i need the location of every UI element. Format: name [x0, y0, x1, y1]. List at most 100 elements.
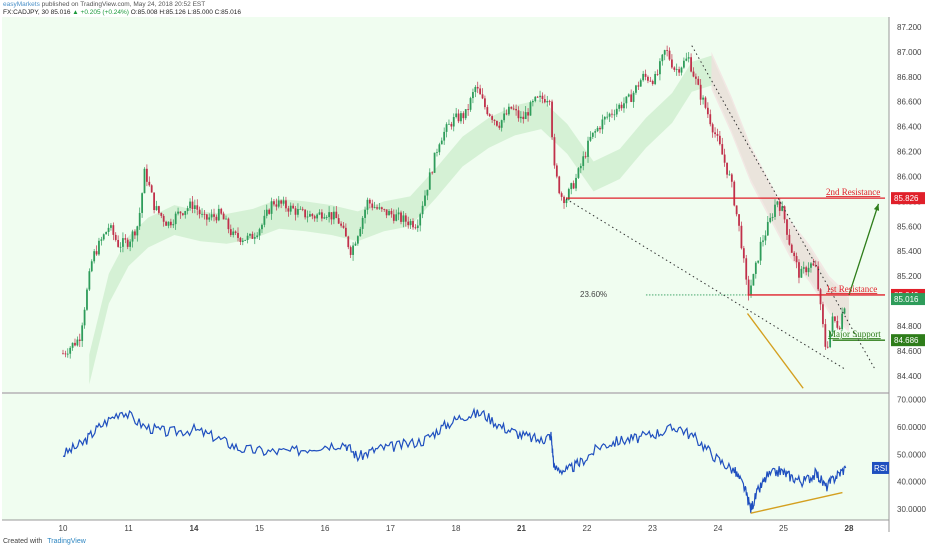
- price-axis-tick: 86.600: [897, 98, 922, 107]
- candle-body: [88, 271, 91, 290]
- candle-body: [642, 73, 645, 81]
- price-axis-tick: 86.200: [897, 148, 922, 157]
- candle-body: [527, 112, 529, 116]
- candle-body: [750, 285, 752, 295]
- candle-body: [838, 327, 841, 330]
- candle-body: [467, 109, 470, 110]
- candle-body: [764, 235, 767, 241]
- rsi-series-line: [62, 407, 847, 514]
- candle-body: [428, 172, 431, 190]
- candle-body: [395, 214, 398, 221]
- candle-body: [745, 258, 748, 280]
- candle-body: [565, 199, 568, 204]
- candle-body: [105, 231, 108, 235]
- candle-body: [651, 80, 654, 85]
- candle-body: [292, 205, 295, 209]
- candle-body: [496, 120, 498, 126]
- candle-body: [181, 213, 184, 215]
- candle-body: [503, 113, 506, 121]
- candle-body: [694, 76, 697, 79]
- candle-body: [404, 215, 407, 222]
- candle-body: [692, 71, 695, 77]
- candle-body: [160, 212, 163, 216]
- candle-body: [522, 116, 525, 120]
- candle-body: [460, 113, 462, 122]
- published-text: published on TradingView.com, May 24, 20…: [41, 1, 206, 8]
- candle-body: [505, 113, 508, 115]
- time-axis-tick: 10: [59, 524, 68, 533]
- candle-body: [802, 267, 805, 269]
- candle-body: [596, 127, 599, 132]
- candle-body: [733, 181, 736, 206]
- candle-body: [639, 80, 642, 87]
- candle-body: [814, 265, 817, 267]
- candle-body: [376, 207, 378, 209]
- candle-body: [215, 216, 218, 221]
- dotted-trendline: [565, 198, 846, 371]
- candle-body: [771, 216, 774, 218]
- candles: [62, 45, 846, 359]
- candle-body: [232, 231, 235, 236]
- ichimoku-cloud: [89, 55, 849, 385]
- publisher-name[interactable]: easyMarkets: [3, 1, 40, 8]
- candle-body: [702, 97, 704, 100]
- candle-body: [632, 92, 635, 102]
- rsi-divergence-line: [750, 491, 843, 514]
- candle-body: [539, 95, 541, 98]
- candle-body: [690, 57, 692, 72]
- rsi-axis-tick: 60.0000: [897, 423, 926, 432]
- candle-body: [615, 108, 618, 115]
- candle-body: [613, 114, 616, 116]
- candle-body: [102, 234, 105, 240]
- candle-body: [543, 99, 546, 103]
- candle-body: [479, 88, 482, 95]
- candle-body: [126, 239, 129, 247]
- candle-body: [169, 221, 172, 226]
- candle-body: [457, 113, 460, 122]
- candle-body: [74, 342, 76, 346]
- candle-body: [90, 261, 93, 272]
- candle-body: [572, 183, 575, 189]
- candle-body: [330, 212, 333, 220]
- candle-body: [416, 225, 419, 229]
- candle-body: [196, 205, 199, 210]
- candle-body: [150, 185, 153, 193]
- candle-body: [249, 233, 251, 236]
- candle-body: [352, 245, 354, 255]
- candle-body: [659, 61, 661, 75]
- candle-body: [129, 241, 132, 247]
- candle-body: [524, 112, 527, 120]
- price-tag-label: 84.686: [894, 336, 919, 345]
- candle-body: [706, 107, 709, 115]
- tradingview-logo[interactable]: TradingView: [47, 538, 86, 545]
- candle-body: [136, 226, 139, 236]
- candle-body: [388, 210, 390, 216]
- candle-body: [623, 103, 625, 109]
- time-axis-tick: 14: [190, 524, 199, 533]
- candle-body: [555, 165, 558, 177]
- candle-body: [119, 246, 122, 248]
- candle-body: [491, 116, 494, 120]
- candle-body: [500, 120, 503, 128]
- candle-body: [644, 73, 647, 77]
- candle-body: [402, 215, 405, 222]
- candle-body: [335, 211, 338, 219]
- candle-body: [793, 252, 796, 257]
- candle-body: [258, 229, 261, 236]
- candle-body: [304, 209, 307, 218]
- candle-body: [337, 218, 340, 224]
- candle-body: [472, 92, 474, 99]
- footer: Created with TradingView: [3, 538, 86, 545]
- candle-body: [738, 214, 740, 226]
- candle-body: [448, 123, 450, 125]
- candle-body: [246, 235, 249, 240]
- 1st-resistance-label: 1st Resistance: [826, 284, 877, 294]
- candle-body: [426, 189, 429, 196]
- candle-body: [95, 251, 98, 255]
- candle-body: [299, 208, 302, 210]
- price-divergence-line: [746, 313, 804, 389]
- candle-body: [699, 84, 702, 100]
- candle-body: [627, 94, 630, 97]
- candle-body: [148, 181, 151, 186]
